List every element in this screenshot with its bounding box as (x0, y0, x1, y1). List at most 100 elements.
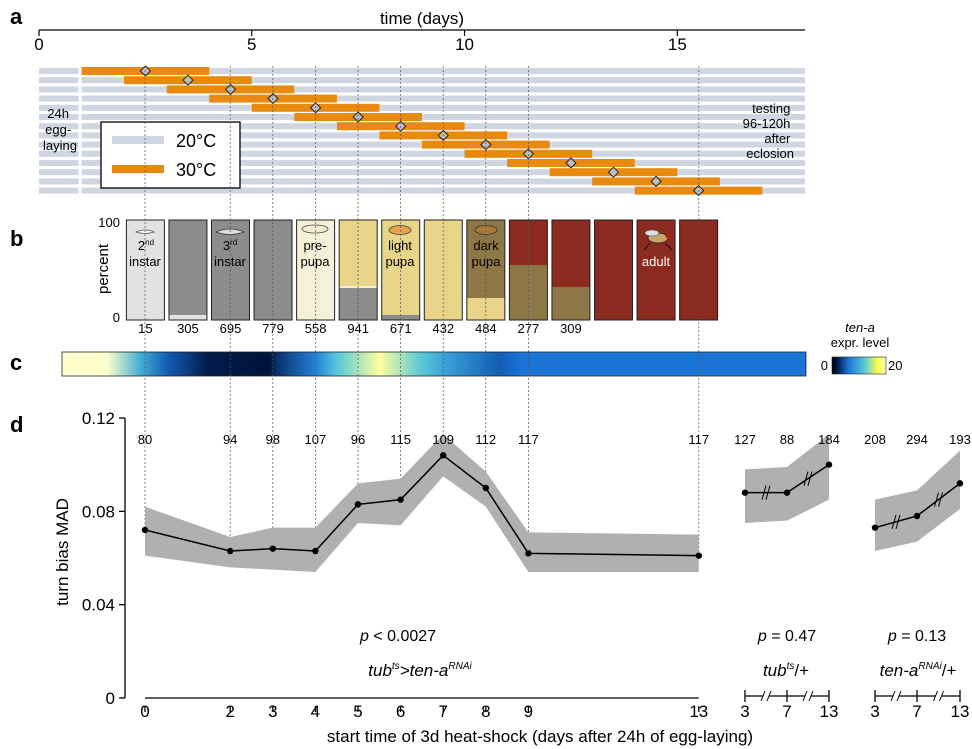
confidence-band (745, 434, 829, 523)
stage-bar-outline (125, 219, 165, 321)
expr-scale-bar (831, 356, 887, 375)
genotype-tena: ten-aRNAi/+ (880, 661, 957, 680)
heat-shock-midpoint-marker (182, 74, 194, 86)
pvalue-tubts: p = 0.47 (757, 628, 816, 645)
expr-label-gene: ten-a (845, 320, 875, 335)
x-tick-label: 7 (438, 702, 447, 721)
panel-letter-a: a (10, 4, 23, 29)
x-tick-label: 7 (912, 702, 921, 721)
lane-20c (39, 150, 805, 157)
stage-segment (551, 220, 590, 287)
x-tick-label: 4 (311, 702, 320, 721)
panel-a-tick-label: 10 (455, 35, 474, 54)
sample-count: 671 (390, 321, 412, 336)
data-point (354, 501, 362, 508)
x-tick-label: 9 (524, 702, 533, 721)
y-tick-label: 0.04 (82, 596, 115, 615)
n-label: 109 (432, 432, 454, 447)
n-label: 98 (266, 432, 280, 447)
panel-a-tick-label: 15 (668, 35, 687, 54)
testing-line-2: 96-120h (743, 116, 791, 131)
sample-count: 432 (432, 321, 454, 336)
axis-break-gap (805, 690, 811, 702)
legend-label-20c: 20°C (176, 131, 216, 151)
confidence-band (875, 450, 960, 551)
stage-segment (168, 220, 207, 315)
panel-letter-d: d (10, 412, 23, 437)
panel-d-turnbias: 80 94 98 107 96 115 109 112 117 117 127 88 184 208 294… (53, 66, 971, 746)
expr-scale-max: 20 (888, 358, 902, 373)
x-tick-label: 6 (396, 702, 405, 721)
heat-shock-midpoint-marker (607, 166, 620, 178)
axis-break-mark (802, 690, 808, 702)
legend-label-30c: 30°C (176, 160, 216, 180)
light-pupa-icon (388, 225, 412, 235)
heat-shock-midpoint-marker (565, 157, 577, 169)
panel-a-tick-label: 0 (34, 35, 43, 54)
n-label: 80 (138, 432, 152, 447)
x-tick-label: 7 (782, 702, 791, 721)
panel-letter-b: b (10, 226, 23, 251)
stage-segment (126, 220, 165, 320)
panel-b-ylabel: percent (95, 243, 112, 294)
stage-label-l3-b: instar (214, 254, 246, 269)
stage-segment (339, 220, 378, 286)
stage-label-prepupa-b: pupa (301, 254, 331, 269)
data-point (269, 545, 276, 552)
break-mark (895, 514, 901, 529)
x-tick-label: 0 (140, 702, 149, 721)
data-point (783, 489, 791, 496)
n-label: 117 (688, 432, 709, 447)
break-mark (765, 485, 771, 500)
data-point (227, 547, 234, 555)
stage-segment (168, 315, 207, 320)
break-mark (807, 471, 813, 486)
x-tick-label: 3 (740, 702, 749, 721)
lane-20c (39, 77, 805, 84)
n-label: 112 (475, 432, 496, 447)
data-point (440, 452, 447, 459)
egg-laying-line-2: egg- (45, 122, 71, 137)
stage-label-l2: 2nd (138, 238, 154, 253)
testing-line-1: testing (752, 101, 790, 116)
stage-bar-outline (168, 219, 208, 321)
axis-break-mark (760, 690, 766, 702)
sample-count: 309 (560, 321, 582, 336)
sample-count: 779 (262, 321, 284, 336)
panel-a-tick-label: 5 (247, 35, 256, 54)
data-point (913, 512, 921, 520)
egg-laying-line-3: laying (43, 138, 77, 153)
stage-bar-outline (636, 219, 676, 321)
data-point (141, 526, 149, 534)
stage-label-dark-b: pupa (472, 254, 502, 269)
pvalue-main: p < 0.0027 (359, 628, 436, 645)
lane-20c (39, 95, 805, 102)
x-tick-label: 13 (951, 702, 970, 721)
prepupa-icon (301, 224, 329, 234)
y-tick-label: 0.08 (82, 502, 115, 521)
adult-fly-icon (643, 229, 673, 251)
sample-count: 15 (138, 321, 152, 336)
data-point (741, 489, 749, 496)
n-label: 117 (518, 432, 539, 447)
expr-label-rest: expr. level (831, 335, 890, 350)
stage-bar-outline (551, 219, 591, 321)
x-tick-label: 5 (353, 702, 362, 721)
panel-a-title: time (days) (380, 9, 464, 28)
x-tick-label: 2 (225, 702, 234, 721)
stage-label-light-b: pupa (386, 254, 416, 269)
data-point (397, 496, 404, 503)
stage-label-dark-a: dark (473, 238, 499, 253)
panel-a-schedule: time (days) 0 5 10 15 24h egg- laying testi… (34, 9, 805, 200)
n-label: 96 (351, 432, 365, 447)
data-point (956, 480, 964, 487)
n-label: 294 (906, 432, 928, 447)
lane-20c (39, 169, 805, 176)
data-point (871, 524, 879, 531)
n-label: 94 (223, 432, 237, 447)
series-line (144, 454, 699, 557)
data-point (482, 484, 489, 492)
axis-break-mark (890, 690, 896, 702)
egg-laying-line-1: 24h (47, 106, 69, 121)
n-label: 127 (734, 432, 756, 447)
